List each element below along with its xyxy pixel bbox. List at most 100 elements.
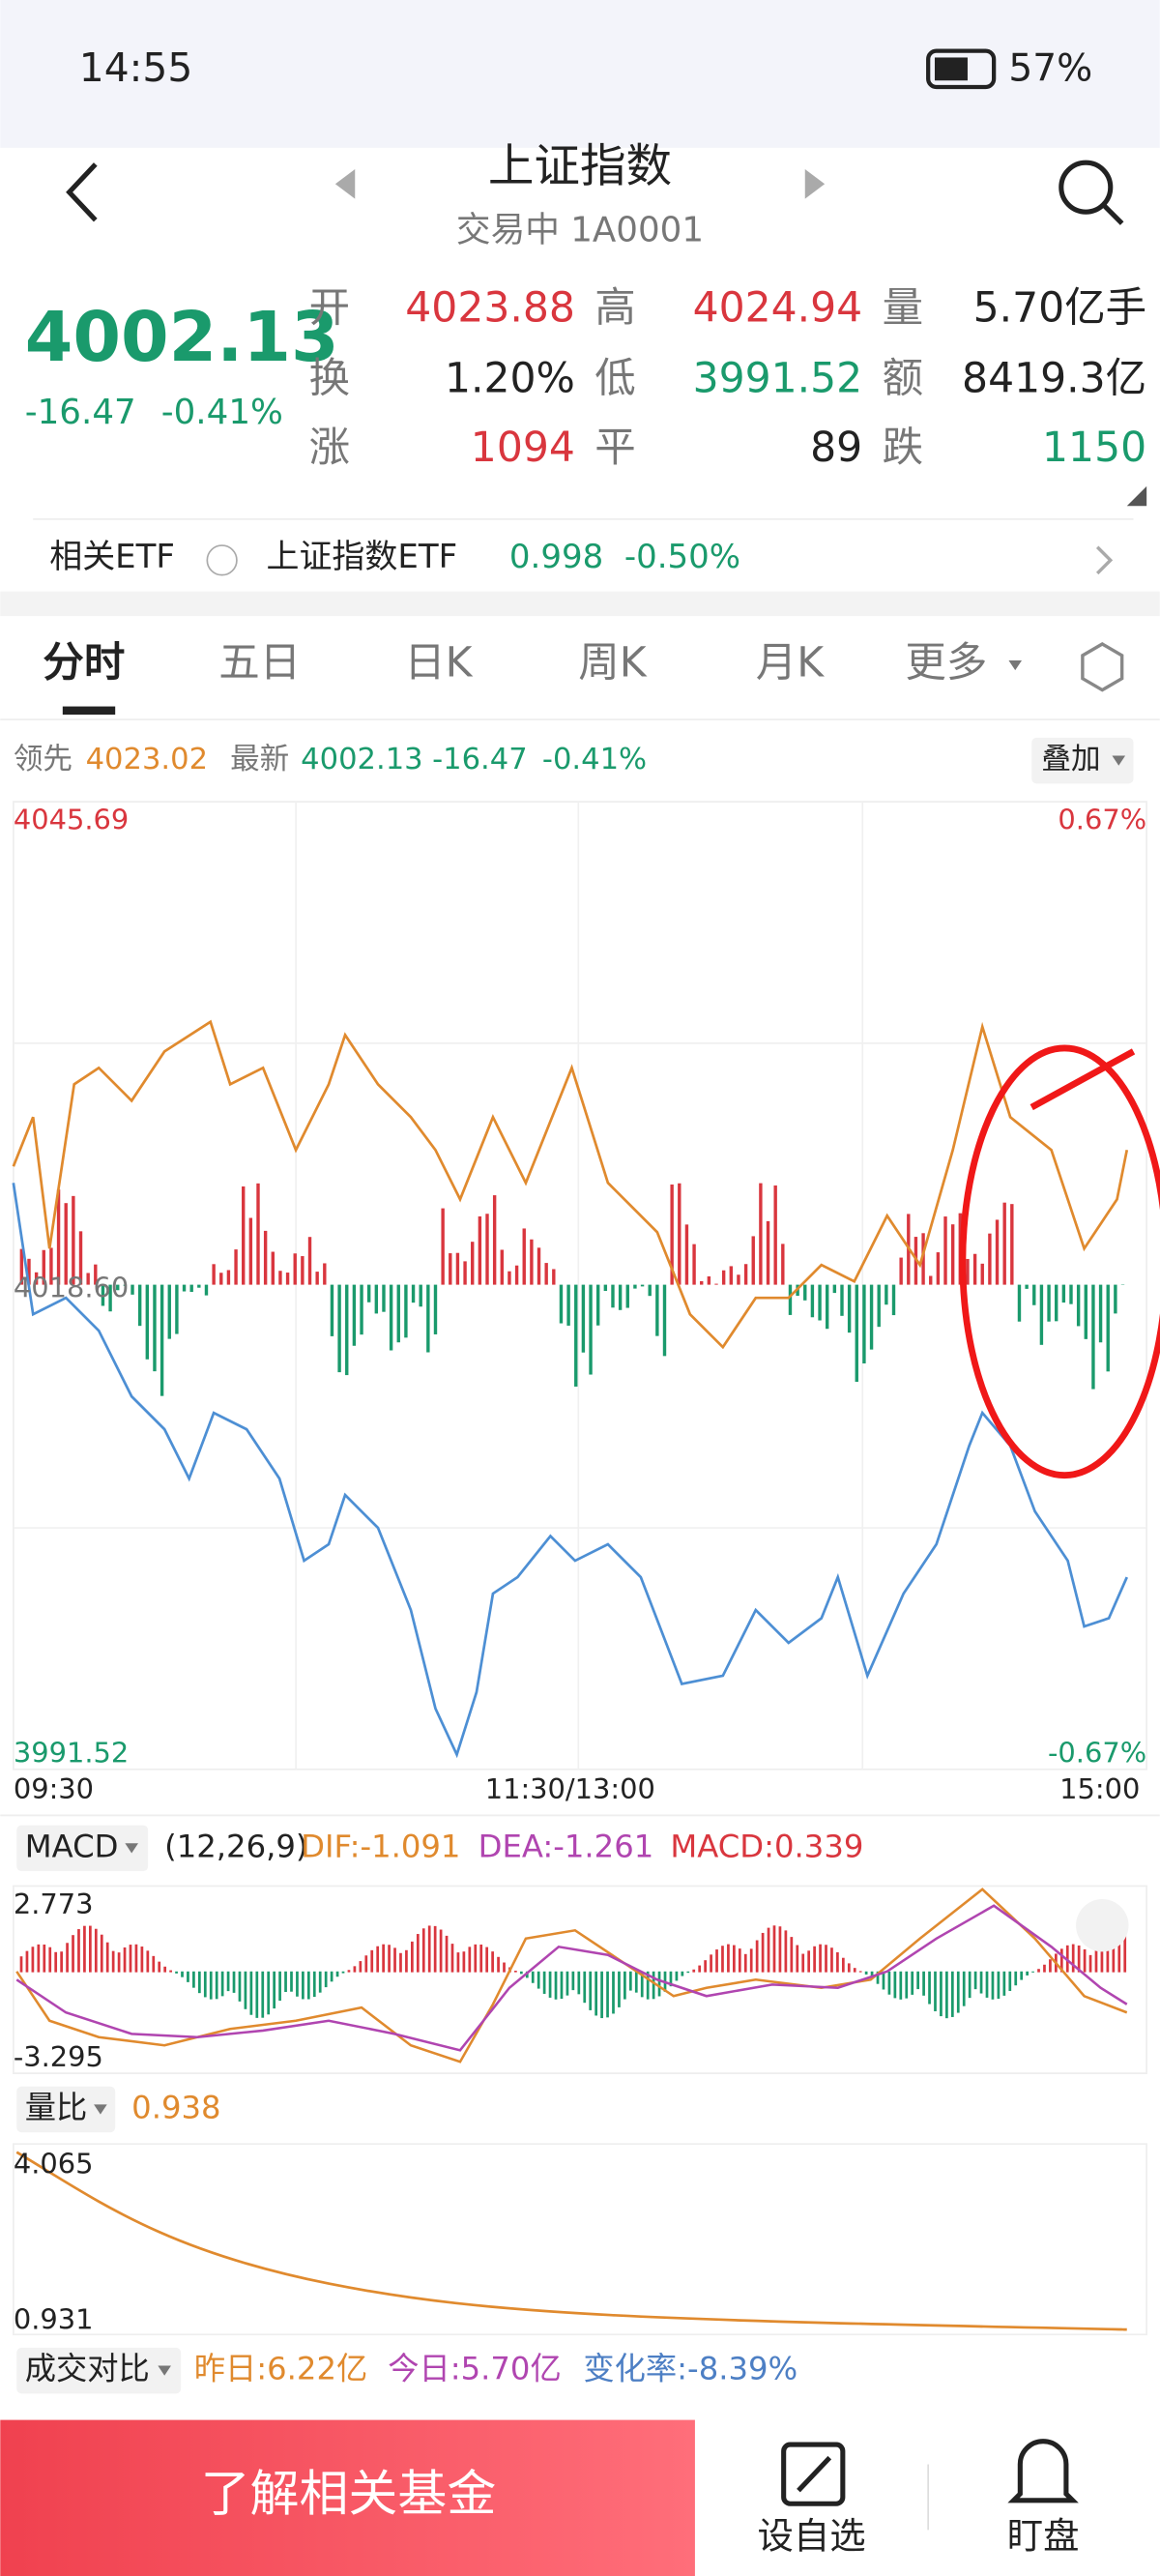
macd-btn[interactable] — [16, 1825, 149, 1872]
macd-bar — [675, 1971, 679, 1981]
vol-bar — [781, 1244, 785, 1285]
overlay-btn[interactable] — [1031, 737, 1134, 784]
macd-bar — [542, 1971, 546, 1994]
action[interactable]: 设自选 — [758, 2514, 866, 2557]
stat-label: 额 — [883, 356, 923, 403]
vol-bar — [530, 1239, 534, 1285]
macd-bar — [778, 1926, 782, 1973]
vol-bar — [323, 1263, 327, 1285]
tab[interactable]: 月K — [756, 640, 825, 688]
macd-bar — [111, 1950, 115, 1973]
compare-btn[interactable] — [16, 2347, 182, 2394]
fund-button[interactable] — [0, 2419, 695, 2576]
next[interactable] — [804, 168, 826, 199]
tab[interactable]: 五日 — [218, 640, 301, 688]
macd-bar — [721, 1946, 724, 1973]
etf-chevron[interactable] — [1095, 545, 1114, 575]
macd-bar — [514, 1971, 517, 1973]
macd-bar — [583, 1971, 587, 2004]
vr-btn[interactable] — [16, 2086, 116, 2133]
macd-bar — [105, 1942, 109, 1973]
macd-bar — [19, 1956, 23, 1973]
stat-label: 低 — [594, 356, 635, 403]
bell-icon[interactable] — [1007, 2439, 1079, 2503]
macd-bar — [566, 1971, 569, 1996]
macd-bar — [531, 1971, 535, 1983]
tab[interactable]: 周K — [578, 640, 647, 688]
macd-bar — [922, 1971, 925, 1996]
macd-bar — [652, 1971, 655, 2000]
vr-bottom: 0.931 — [14, 2303, 94, 2336]
fullscreen[interactable] — [1076, 1899, 1129, 1952]
macd-bar — [618, 1971, 621, 2007]
edit-pen — [797, 2455, 832, 2493]
vol-bar — [988, 1233, 992, 1285]
macd-bar — [743, 1953, 747, 1973]
time: 14:55 — [79, 44, 192, 91]
action[interactable]: 盯盘 — [1007, 2514, 1080, 2557]
caret — [94, 2104, 107, 2115]
macd-bar — [220, 1971, 224, 1997]
yesterday: 昨日:6.22亿 — [194, 2351, 368, 2387]
vol-bar — [307, 1237, 312, 1285]
macd-bar — [1008, 1971, 1012, 1991]
vol-bar — [34, 1272, 39, 1285]
vr-frame — [13, 2143, 1147, 2336]
vol-bar — [1039, 1284, 1044, 1345]
etf-name: 上证指数ETF — [266, 538, 457, 576]
battery: 57% — [1008, 47, 1092, 91]
tab[interactable]: 更多 — [905, 640, 987, 688]
macd-bar — [37, 1944, 41, 1973]
macd-bar — [899, 1971, 903, 2000]
pct: -0.41% — [161, 393, 283, 432]
vol-bar — [1002, 1202, 1006, 1285]
macd-bar — [439, 1929, 443, 1973]
macd-bar — [393, 1947, 396, 1973]
vol-bar — [175, 1284, 179, 1334]
vol-bar — [301, 1256, 304, 1285]
macd-bar — [554, 1971, 558, 2000]
macd-bar — [203, 1971, 207, 1998]
macd-bar — [1071, 1944, 1075, 1973]
macd-bar — [624, 1971, 626, 2000]
macd-bar — [123, 1947, 127, 1973]
info-icon[interactable] — [206, 544, 238, 576]
edit-icon[interactable] — [781, 2442, 846, 2506]
vol-bar — [678, 1183, 682, 1285]
tab[interactable]: 分时 — [43, 640, 125, 688]
prev[interactable] — [334, 168, 356, 199]
caret — [1112, 755, 1126, 766]
stat-value: 8419.3亿 — [962, 356, 1146, 403]
macd-bar — [704, 1960, 707, 1973]
vol-bar — [589, 1284, 593, 1375]
macd-bar — [66, 1943, 69, 1973]
vol-bar — [116, 1284, 120, 1291]
vol-bar — [625, 1284, 629, 1308]
macd-bar — [273, 1971, 276, 2009]
vol-bar — [684, 1224, 689, 1285]
chart-frame — [13, 801, 1147, 1771]
macd-bar — [163, 1966, 167, 1973]
macd-bar — [456, 1952, 460, 1973]
vol-bar — [855, 1284, 858, 1382]
vol-bar — [743, 1264, 748, 1285]
back[interactable] — [66, 162, 98, 222]
vol-bar — [751, 1236, 755, 1285]
vol-bar — [633, 1284, 637, 1289]
tab[interactable]: 日K — [404, 640, 473, 688]
vol-bar — [700, 1280, 704, 1285]
macd-bar — [341, 1971, 345, 1974]
macd-bar — [796, 1945, 799, 1973]
settings[interactable] — [1081, 642, 1124, 692]
vol-bar — [803, 1284, 807, 1301]
vol-bar — [884, 1284, 888, 1305]
macd-bar — [312, 1971, 316, 1998]
search[interactable] — [1058, 160, 1114, 215]
macd-bar — [1043, 1964, 1046, 1973]
vol-bar — [670, 1184, 674, 1285]
macd-bar — [370, 1949, 374, 1973]
vol-bar — [891, 1284, 896, 1316]
macd-bar — [749, 1948, 753, 1973]
macd-bar — [738, 1948, 741, 1973]
